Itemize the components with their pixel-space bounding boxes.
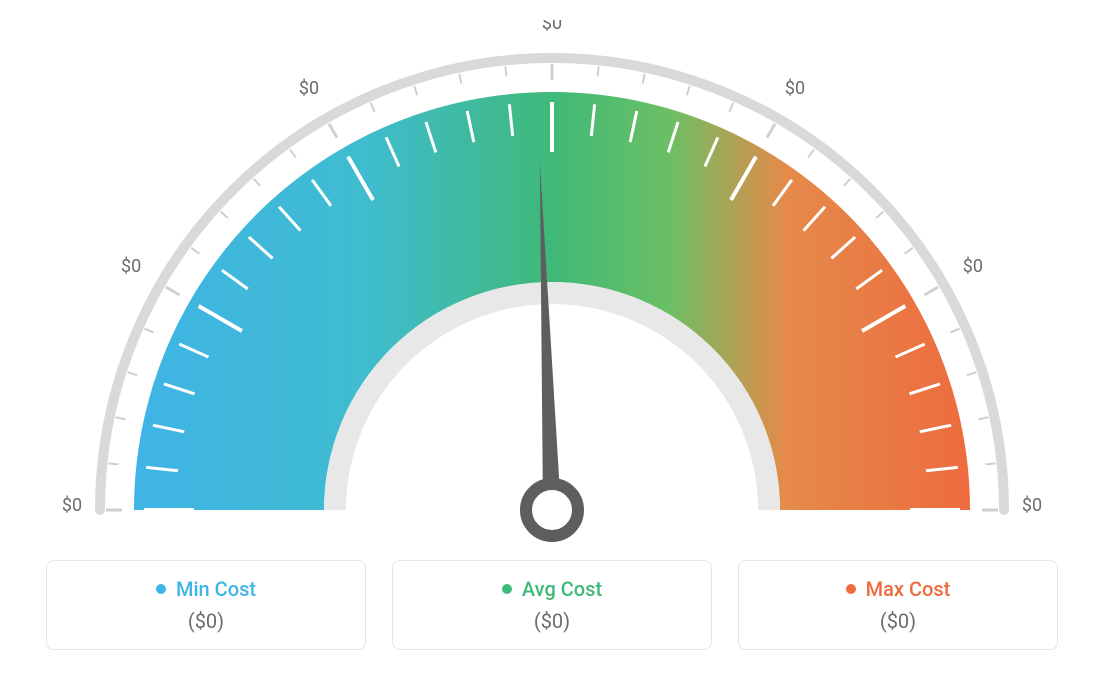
legend-label: Min Cost [176, 577, 256, 601]
legend-card: Max Cost ($0) [738, 560, 1058, 650]
gauge-outer-major-tick [166, 287, 180, 295]
legend-value: ($0) [188, 609, 224, 633]
gauge-chart: $0 $0 $0 $0 $0 $0 $0 [0, 0, 1104, 560]
legend-title: Min Cost [156, 577, 256, 601]
gauge-outer-minor-tick [950, 329, 959, 333]
gauge-tick-label: $0 [963, 256, 983, 277]
gauge-outer-minor-tick [221, 212, 228, 219]
gauge-outer-minor-tick [145, 329, 154, 333]
legend-dot-icon [502, 584, 512, 594]
gauge-outer-minor-tick [128, 372, 138, 375]
gauge-outer-major-tick [767, 124, 775, 138]
legend-dot-icon [156, 584, 166, 594]
gauge-svg: $0 $0 $0 $0 $0 $0 $0 [52, 20, 1052, 560]
gauge-outer-minor-tick [254, 179, 261, 186]
gauge-hub [526, 484, 578, 536]
gauge-outer-minor-tick [505, 66, 506, 76]
gauge-outer-minor-tick [876, 212, 883, 219]
gauge-outer-major-tick [329, 124, 337, 138]
gauge-outer-minor-tick [986, 463, 996, 464]
gauge-outer-major-tick [924, 287, 938, 295]
legend-title: Avg Cost [502, 577, 602, 601]
gauge-outer-minor-tick [290, 149, 296, 157]
gauge-outer-minor-tick [808, 149, 814, 157]
gauge-outer-minor-tick [108, 463, 118, 464]
gauge-outer-minor-tick [844, 179, 851, 186]
gauge-outer-minor-tick [687, 86, 690, 96]
gauge-tick-label: $0 [62, 495, 82, 516]
legend-card: Avg Cost ($0) [392, 560, 712, 650]
legend-dot-icon [846, 584, 856, 594]
gauge-outer-minor-tick [459, 74, 461, 84]
gauge-outer-minor-tick [598, 66, 599, 76]
gauge-outer-minor-tick [414, 86, 417, 96]
gauge-tick-label: $0 [542, 20, 562, 34]
gauge-outer-minor-tick [191, 248, 199, 254]
legend-title: Max Cost [846, 577, 951, 601]
gauge-outer-minor-tick [978, 417, 988, 419]
gauge-outer-minor-tick [643, 74, 645, 84]
gauge-outer-minor-tick [371, 103, 375, 112]
legend-card: Min Cost ($0) [46, 560, 366, 650]
gauge-tick-label: $0 [785, 78, 805, 99]
legend-row: Min Cost ($0) Avg Cost ($0) Max Cost ($0) [0, 560, 1104, 650]
gauge-tick-label: $0 [299, 78, 319, 99]
gauge-tick-label: $0 [1022, 495, 1042, 516]
legend-value: ($0) [880, 609, 916, 633]
legend-label: Max Cost [866, 577, 951, 601]
legend-value: ($0) [534, 609, 570, 633]
gauge-tick-label: $0 [121, 256, 141, 277]
gauge-outer-minor-tick [967, 372, 977, 375]
gauge-outer-minor-tick [905, 248, 913, 254]
gauge-outer-minor-tick [116, 417, 126, 419]
legend-label: Avg Cost [522, 577, 602, 601]
gauge-outer-minor-tick [729, 103, 733, 112]
